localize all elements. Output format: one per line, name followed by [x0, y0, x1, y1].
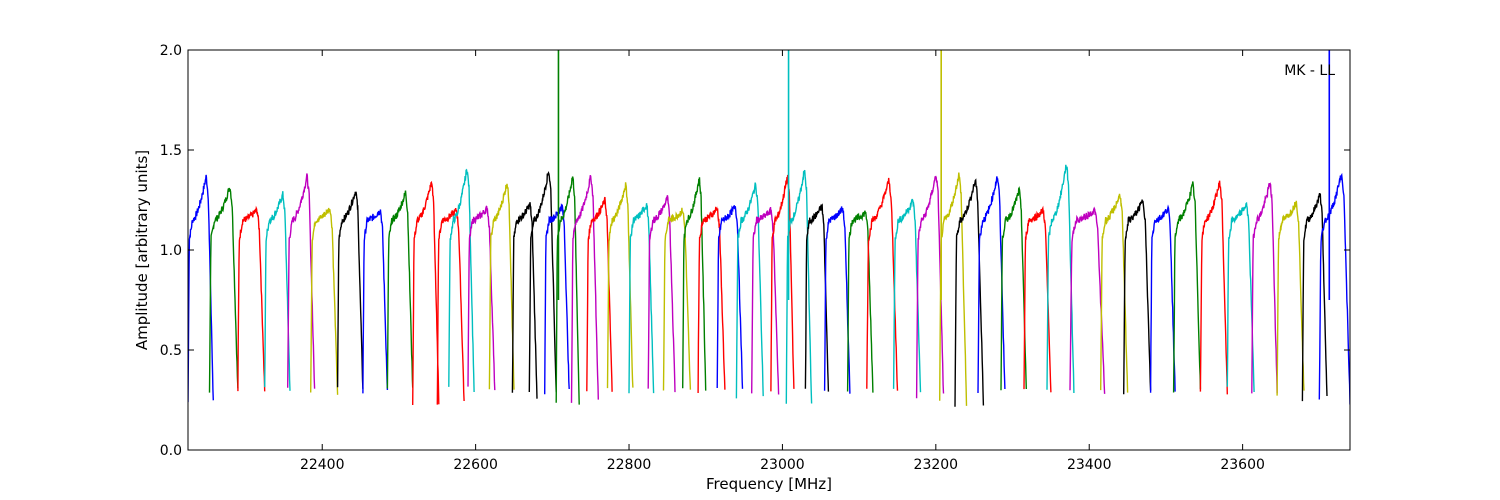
series-segment: [915, 175, 945, 399]
x-tick-label: 23200: [914, 457, 959, 473]
series-segment: [1318, 172, 1350, 405]
series-segment: [954, 178, 985, 407]
series-segment: [1069, 206, 1106, 394]
series-segment: [939, 172, 968, 406]
series-segment: [804, 203, 830, 392]
series-layer: [188, 50, 1350, 407]
series-segment: [448, 168, 475, 393]
x-axis-label: Frequency [MHz]: [706, 475, 832, 493]
series-segment: [892, 198, 922, 393]
series-segment: [528, 171, 557, 393]
series-segment: [735, 182, 764, 399]
series-segment: [823, 206, 851, 394]
series-segment: [1226, 201, 1255, 393]
y-tick-label: 0.0: [160, 443, 182, 459]
series-segment: [770, 174, 795, 392]
series-segment: [570, 174, 599, 403]
y-axis-label: Amplitude [arbitrary units]: [133, 150, 151, 350]
series-segment: [237, 205, 266, 392]
x-tick-label: 22800: [607, 457, 652, 473]
series-segment: [287, 173, 316, 389]
series-segment: [511, 202, 538, 399]
series-segment: [336, 191, 364, 389]
x-tick-label: 22400: [300, 457, 345, 473]
series-segment: [310, 207, 339, 395]
series-segment: [1199, 180, 1228, 395]
series-segment: [488, 183, 515, 390]
series-segment: [1000, 186, 1027, 391]
series-segment: [1251, 182, 1278, 394]
y-tick-label: 1.0: [160, 243, 182, 259]
series-segment: [606, 182, 634, 389]
series-segment: [1046, 164, 1075, 394]
series-segment: [1172, 181, 1202, 393]
series-segment: [866, 177, 899, 391]
x-tick-label: 22600: [453, 457, 498, 473]
series-segment: [977, 176, 1006, 394]
x-tick-label: 23000: [760, 457, 805, 473]
series-segment: [188, 174, 214, 403]
series-segment: [362, 209, 389, 394]
tick-layer: 22400 22600 22800 23000 23200 23400 23600 0.0 0.…: [160, 43, 1350, 473]
series-segment: [412, 180, 440, 406]
y-tick-label: 0.5: [160, 343, 182, 359]
series-segment: [751, 207, 780, 395]
series-segment: [544, 203, 570, 395]
series-segment: [697, 206, 726, 394]
y-tick-label: 1.5: [160, 143, 182, 159]
plot-area: [188, 50, 1350, 450]
series-segment: [1122, 199, 1152, 395]
x-tick-label: 23600: [1220, 457, 1265, 473]
series-segment: [662, 207, 692, 391]
series-segment: [208, 187, 239, 393]
series-segment: [264, 191, 291, 391]
chart-annotation: MK - LL: [1284, 63, 1335, 79]
series-segment: [785, 169, 813, 404]
series-segment: [436, 207, 465, 405]
series-segment: [1023, 205, 1052, 393]
y-tick-label: 2.0: [160, 43, 182, 59]
x-tick-label: 23400: [1067, 457, 1112, 473]
series-segment: [586, 196, 613, 392]
series-segment: [647, 195, 676, 393]
series-segment: [1099, 193, 1129, 393]
series-segment: [1276, 200, 1305, 396]
series-segment: [1149, 204, 1176, 393]
series-segment: [386, 190, 414, 389]
series-segment: [1301, 192, 1328, 402]
